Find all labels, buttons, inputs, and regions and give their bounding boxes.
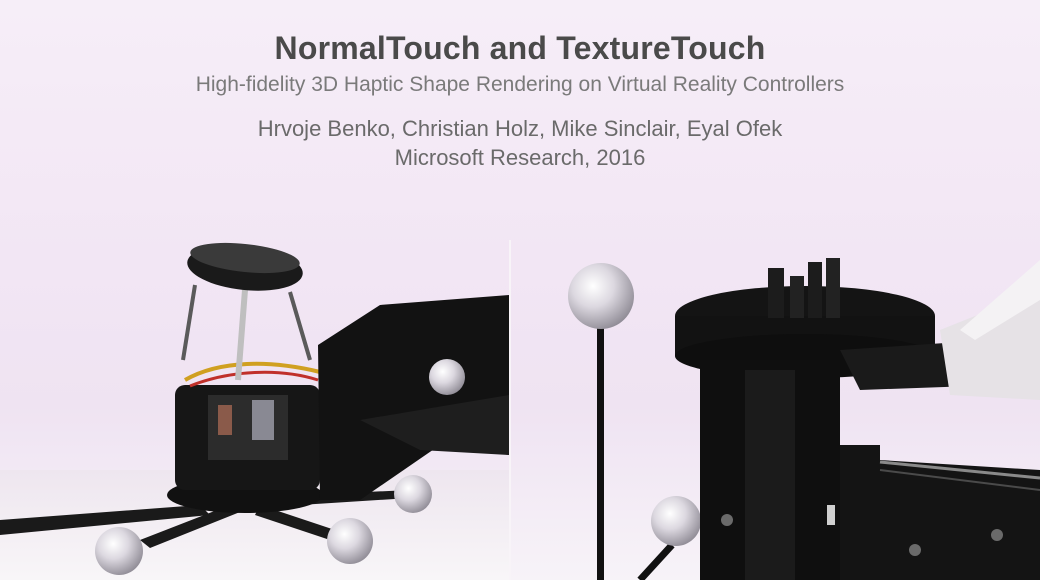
actuated-pin	[826, 258, 840, 318]
tracking-marker	[429, 359, 465, 395]
normaltouch-photo	[0, 242, 509, 580]
controller-arm	[318, 295, 509, 500]
tracking-marker	[651, 496, 701, 546]
actuated-pin	[768, 268, 784, 318]
screw	[721, 514, 733, 526]
wire	[189, 370, 319, 388]
slide-subtitle: High-fidelity 3D Haptic Shape Rendering …	[195, 73, 845, 96]
component	[218, 405, 232, 435]
component	[252, 400, 274, 440]
platter-top	[190, 242, 300, 274]
marker-pole	[597, 300, 604, 580]
tracking-marker	[394, 475, 432, 513]
tripod-leg	[255, 505, 350, 545]
connector	[827, 505, 835, 525]
actuated-pin	[808, 262, 822, 318]
tracking-marker	[95, 527, 143, 575]
controller-arm-detail	[360, 395, 509, 455]
arm-edge	[879, 469, 1040, 491]
slide-title: NormalTouch and TextureTouch	[274, 30, 766, 66]
linkage-rod	[288, 291, 312, 361]
tripod-leg	[140, 505, 240, 548]
tripod-leg	[0, 505, 210, 535]
authors: Hrvoje Benko, Christian Holz, Mike Sincl…	[257, 116, 783, 141]
screw	[991, 529, 1003, 541]
affiliation: Microsoft Research, 2016	[394, 145, 646, 170]
linkage-rod	[181, 284, 197, 361]
wire	[184, 361, 321, 382]
marker-pole	[637, 542, 675, 580]
title-block: NormalTouch and TextureTouch High-fideli…	[0, 28, 1040, 172]
controller-arm	[840, 445, 1040, 580]
actuated-pin	[790, 276, 804, 318]
linkage-rod	[235, 289, 248, 381]
arm-edge	[879, 460, 1040, 480]
trigger-housing	[940, 290, 1040, 400]
screw	[909, 544, 921, 556]
photo-divider	[509, 240, 511, 580]
device-tower-detail	[745, 370, 795, 580]
trigger-housing-edge	[960, 260, 1040, 340]
tracking-marker	[568, 263, 634, 329]
texturetouch-photo	[568, 258, 1040, 580]
tracking-marker	[327, 518, 373, 564]
